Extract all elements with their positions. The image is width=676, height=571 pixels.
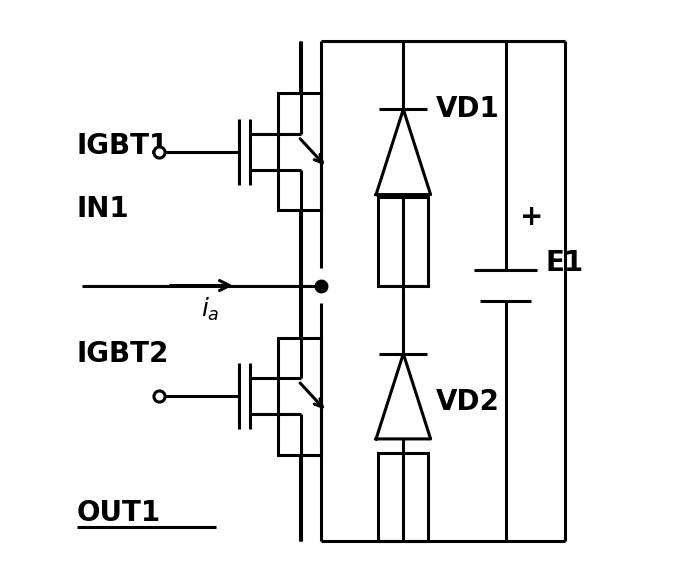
Text: IGBT2: IGBT2 <box>76 340 169 368</box>
Bar <box>379 453 429 541</box>
Text: E1: E1 <box>546 249 583 277</box>
Text: OUT1: OUT1 <box>76 499 161 527</box>
Text: VD2: VD2 <box>436 388 500 416</box>
Text: IGBT1: IGBT1 <box>76 132 169 160</box>
Bar <box>279 94 321 211</box>
Bar <box>279 338 321 455</box>
Text: VD1: VD1 <box>436 95 500 123</box>
Text: $i_a$: $i_a$ <box>201 296 220 323</box>
Bar <box>379 198 429 286</box>
Text: +: + <box>520 203 543 231</box>
Text: IN1: IN1 <box>76 195 129 223</box>
